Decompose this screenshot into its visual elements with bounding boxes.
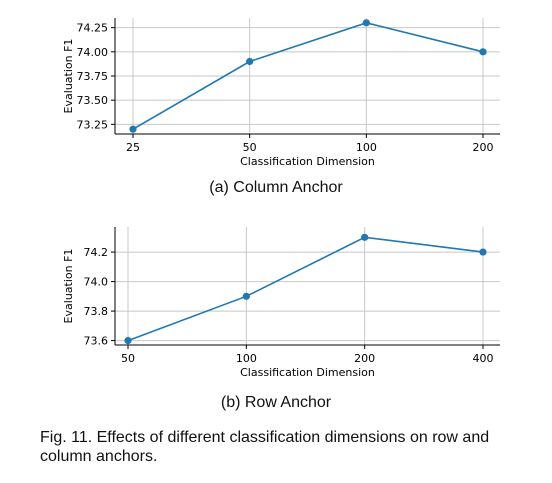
x-tick-label: 50 [121,352,135,365]
subfigure-caption-a: (a) Column Anchor [209,179,343,196]
chart-row-anchor: 73.6 73.8 74.0 74.2 50 100 200 400 Classificatio… [62,227,500,379]
data-point [242,292,250,300]
data-point [129,125,137,133]
x-tick-label: 100 [356,141,377,154]
y-tick-label: 73.25 [77,118,109,131]
y-tick-label: 73.75 [77,70,109,83]
y-tick-label: 73.8 [84,305,109,318]
x-tick-label: 200 [354,352,375,365]
chart-column-anchor: 73.25 73.50 73.75 74.00 74.25 25 50 100 200 Class… [62,18,500,168]
data-point [362,19,370,27]
x-tick-label: 400 [473,352,494,365]
x-tick-label: 50 [243,141,257,154]
data-point [361,233,369,241]
y-tick-label: 73.50 [77,94,109,107]
y-tick-label: 74.2 [84,246,109,259]
x-tick-label: 200 [473,141,494,154]
data-point [479,48,487,56]
x-axis-label: Classification Dimension [240,366,375,379]
x-tick-label: 100 [236,352,257,365]
data-point [479,248,487,256]
y-tick-label: 73.6 [84,335,109,348]
y-tick-label: 74.25 [77,22,109,35]
y-tick-label: 74.0 [84,276,109,289]
series-line [127,236,484,342]
y-axis-label: Evaluation F1 [62,249,75,324]
y-axis-label: Evaluation F1 [62,39,75,114]
data-point [246,57,254,66]
figure-caption: Fig. 11. Effects of different classifica… [40,429,490,465]
subfigure-caption-b: (b) Row Anchor [220,394,332,411]
series-line [132,22,484,130]
x-tick-label: 25 [126,141,140,154]
x-axis-label: Classification Dimension [240,155,375,168]
y-tick-label: 74.00 [77,46,109,59]
data-point [124,336,132,345]
